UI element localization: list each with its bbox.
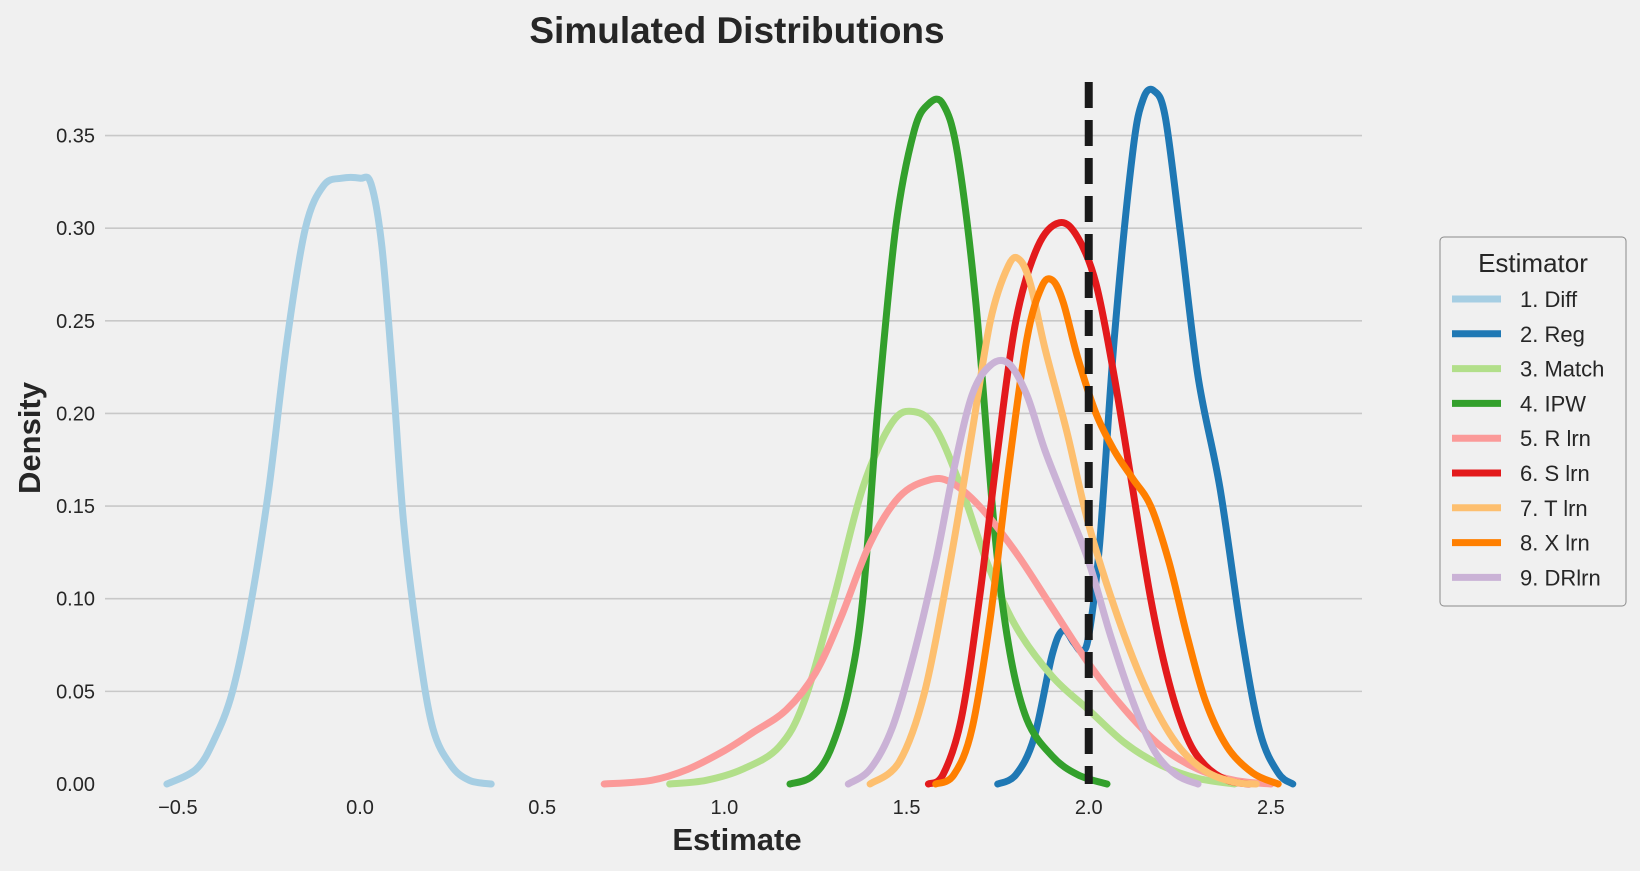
y-tick-label: 0.00 (56, 774, 95, 796)
series-line-6 (924, 218, 1253, 788)
y-tick-label: 0.05 (56, 681, 95, 703)
y-tick-label: 0.30 (56, 218, 95, 240)
series-lines (163, 85, 1297, 788)
y-tick-label: 0.35 (56, 126, 95, 148)
x-tick-label: 0.0 (346, 797, 374, 819)
x-tick-label: 0.5 (528, 797, 556, 819)
legend-label: 1. Diff (1520, 287, 1578, 312)
y-tick-label: 0.25 (56, 311, 95, 333)
legend-box (1439, 236, 1627, 607)
legend-title: Estimator (1478, 248, 1588, 278)
gridlines (105, 134, 1362, 693)
legend-label: 6. S lrn (1520, 461, 1590, 486)
x-tick-label: 1.0 (710, 797, 738, 819)
legend-label: 8. X lrn (1520, 531, 1590, 556)
y-tick-label: 0.20 (56, 403, 95, 425)
legend-label: 7. T lrn (1520, 496, 1588, 521)
y-tick-labels: 0.00 0.05 0.10 0.15 0.20 0.25 0.30 0.35 (56, 126, 95, 796)
series-line-8 (932, 275, 1282, 788)
x-tick-label: 2.5 (1257, 797, 1285, 819)
series-line-9 (844, 357, 1202, 788)
y-tick-label: 0.10 (56, 589, 95, 611)
x-tick-label: 1.5 (893, 797, 921, 819)
series-line-3 (666, 407, 1238, 788)
legend-label: 2. Reg (1520, 322, 1585, 347)
series-line-2 (994, 85, 1297, 788)
legend-label: 3. Match (1520, 357, 1604, 382)
x-axis-label: Estimate (672, 822, 801, 857)
legend-label: 4. IPW (1520, 391, 1586, 416)
legend-label: 5. R lrn (1520, 426, 1591, 451)
y-axis-label: Density (12, 381, 47, 494)
series-line-7 (866, 253, 1260, 788)
series-line-1 (163, 173, 495, 788)
chart-title: Simulated Distributions (529, 10, 944, 51)
series-line-4 (786, 95, 1111, 788)
legend-items: 1. Diff 2. Reg 3. Match 4. IPW 5. R lrn 6. S … (1452, 287, 1604, 590)
x-tick-label: −0.5 (158, 797, 197, 819)
legend-label: 9. DRlrn (1520, 565, 1601, 590)
x-tick-labels: −0.5 0.0 0.5 1.0 1.5 2.0 2.5 (158, 797, 1285, 819)
y-tick-label: 0.15 (56, 496, 95, 518)
legend: Estimator 1. Diff 2. Reg 3. Match 4. IPW 5. … (1439, 236, 1627, 607)
x-tick-label: 2.0 (1075, 797, 1103, 819)
